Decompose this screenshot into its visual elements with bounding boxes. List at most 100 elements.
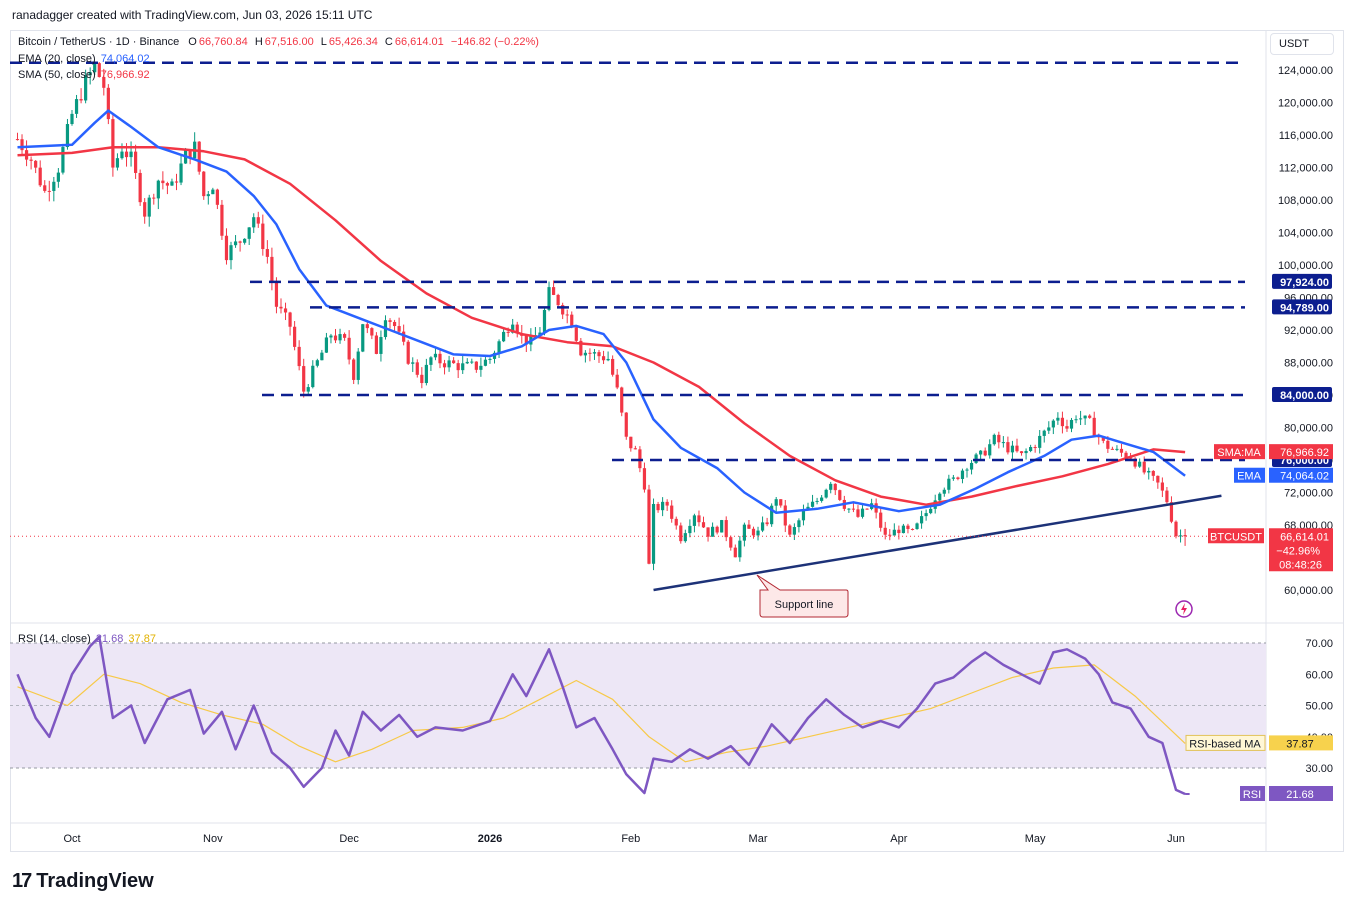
candle: [215, 188, 219, 210]
lightning-icon[interactable]: [1175, 600, 1193, 618]
candle: [333, 328, 338, 344]
level-price-tag: [1272, 299, 1332, 315]
candle: [1001, 436, 1005, 448]
candle: [1110, 446, 1114, 450]
candle: [574, 326, 578, 344]
candle: [983, 447, 987, 457]
symbol-name: Bitcoin / TetherUS · 1D · Binance: [18, 36, 180, 48]
candle: [1160, 477, 1164, 498]
candle: [338, 328, 342, 344]
rsi-tag-box: [1240, 786, 1265, 801]
rsi-tick-label: 50.00: [1305, 701, 1333, 713]
candle: [942, 487, 946, 497]
rsi-tick-label: 70.00: [1305, 638, 1333, 650]
low-value: 65,426.34: [328, 36, 378, 48]
candle: [106, 84, 110, 125]
tradingview-logo-icon: 17: [12, 870, 32, 892]
price-tick-label: 108,000.00: [1278, 195, 1333, 207]
candle: [420, 367, 424, 389]
candle: [342, 332, 347, 341]
support-callout[interactable]: [756, 574, 849, 618]
candle: [361, 323, 365, 353]
candle: [606, 351, 610, 362]
candle: [161, 171, 165, 190]
candle: [329, 333, 333, 344]
candle: [647, 484, 651, 565]
candle: [829, 481, 833, 494]
candle: [629, 436, 633, 452]
candle: [102, 68, 106, 96]
candle: [910, 528, 915, 531]
candle: [388, 318, 392, 329]
candle: [974, 452, 978, 465]
candle: [810, 494, 815, 508]
price-tick-label: 124,000.00: [1278, 65, 1333, 77]
candle: [997, 431, 1001, 449]
candle: [24, 140, 29, 167]
candle: [747, 520, 751, 529]
candle: [120, 143, 124, 160]
candle: [588, 348, 592, 362]
time-tick-label: Oct: [63, 833, 80, 845]
candle: [315, 358, 319, 368]
candle: [883, 521, 887, 540]
candle: [579, 337, 583, 357]
tradingview-logo[interactable]: 17 TradingView: [12, 870, 154, 893]
candle: [293, 321, 297, 351]
close-label: C: [384, 36, 393, 48]
candle: [1065, 419, 1069, 432]
candle: [670, 500, 674, 523]
support-trend-line[interactable]: [653, 494, 1222, 592]
candle: [874, 498, 878, 519]
candle: [261, 214, 265, 256]
rsi-value-label: 21.68: [1286, 789, 1314, 801]
candle: [901, 523, 906, 534]
candle: [751, 526, 756, 539]
candle: [1069, 417, 1074, 433]
candle: [651, 498, 656, 571]
rsi-ma-line: [17, 664, 1186, 763]
candle: [788, 524, 792, 537]
candle: [456, 359, 460, 379]
candle: [924, 509, 928, 521]
candle: [611, 355, 615, 377]
close-value: 66,614.01: [394, 36, 444, 48]
candle: [297, 340, 301, 371]
candle: [247, 227, 251, 245]
price-tick-label: 88,000.00: [1284, 358, 1333, 370]
candle: [801, 504, 806, 526]
candle: [665, 499, 669, 512]
currency-selector[interactable]: USDT: [1270, 33, 1334, 55]
candle: [497, 339, 501, 358]
level-price-tag: [1272, 273, 1332, 289]
candle: [306, 383, 310, 396]
candle: [1047, 421, 1051, 434]
candle: [56, 168, 60, 188]
price-tick-label: 112,000.00: [1279, 163, 1333, 175]
candle: [156, 179, 160, 210]
candle: [1051, 419, 1055, 435]
candle: [1033, 444, 1037, 453]
candle: [724, 516, 728, 542]
candle: [256, 211, 260, 228]
candle: [152, 193, 156, 205]
time-tick-label: Apr: [890, 833, 907, 845]
candle: [783, 500, 787, 533]
candle: [174, 173, 179, 191]
candle: [288, 311, 292, 336]
candle: [733, 544, 737, 558]
rsi-legend-label: RSI (14, close): [18, 633, 91, 645]
candle: [179, 154, 183, 186]
candle: [1174, 520, 1178, 539]
candle: [61, 143, 65, 175]
candle: [324, 332, 329, 353]
sma-value-box: [1269, 444, 1333, 460]
time-tick-label: Nov: [203, 833, 223, 845]
candle: [683, 529, 687, 543]
rsi-ma-value-box: [1269, 735, 1333, 751]
last-price-box: [1269, 528, 1333, 572]
candle: [1147, 467, 1151, 480]
candle: [738, 536, 742, 562]
candle: [347, 330, 351, 365]
